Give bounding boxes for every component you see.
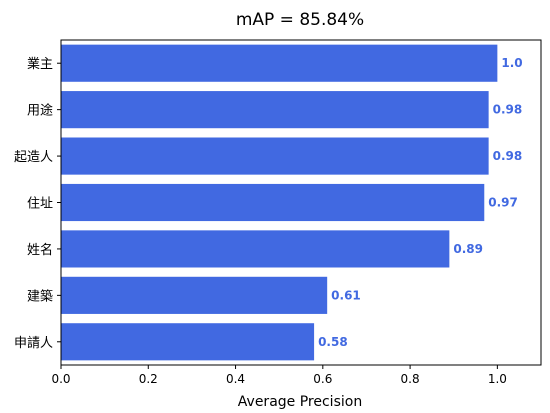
y-tick-label-5: 建築 — [27, 289, 53, 304]
data-label-0: 1.0 — [501, 56, 522, 70]
y-tick-label-4: 姓名 — [27, 242, 53, 258]
bar-2 — [61, 137, 489, 175]
x-tick-label-2: 0.4 — [226, 372, 245, 386]
x-tick-label-0: 0.0 — [51, 372, 70, 386]
x-tick-label-5: 1.0 — [488, 372, 507, 386]
y-tick-label-0: 業主 — [27, 56, 53, 72]
data-label-1: 0.98 — [493, 103, 523, 117]
data-label-6: 0.58 — [318, 335, 348, 349]
x-axis-label: Average Precision — [238, 394, 362, 410]
bars-layer: 1.0 0.98 0.98 0.97 0.89 0.61 0.58 — [61, 44, 523, 361]
bar-1 — [61, 91, 489, 129]
bar-3 — [61, 183, 485, 222]
y-tick-label-1: 用途 — [27, 103, 53, 119]
data-label-5: 0.61 — [331, 288, 361, 302]
plot-frame — [60, 39, 542, 366]
bar-0 — [61, 44, 498, 82]
x-tick-label-3: 0.6 — [313, 372, 332, 386]
y-tick-label-2: 起造人 — [14, 150, 53, 165]
x-tick-label-4: 0.8 — [401, 372, 420, 386]
data-label-3: 0.97 — [488, 196, 518, 210]
y-tick-label-3: 住址 — [27, 197, 53, 212]
bar-4 — [61, 230, 450, 268]
data-label-4: 0.89 — [453, 242, 483, 256]
x-tick-label-1: 0.2 — [139, 372, 158, 386]
bar-5 — [61, 276, 328, 314]
data-label-2: 0.98 — [493, 149, 523, 163]
chart-title: mAP = 85.84% — [236, 10, 364, 30]
y-tick-label-6: 申請人 — [14, 336, 53, 351]
bar-6 — [61, 323, 315, 361]
